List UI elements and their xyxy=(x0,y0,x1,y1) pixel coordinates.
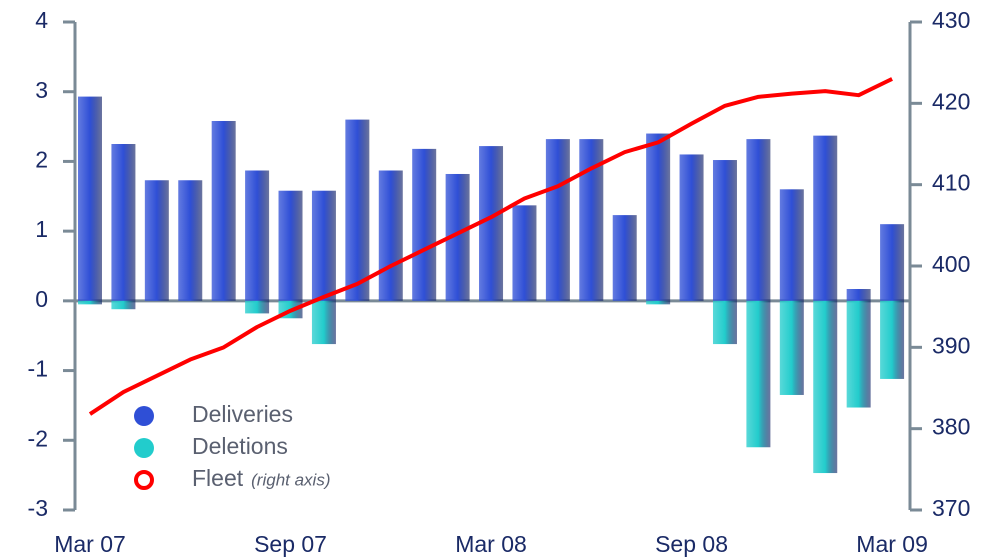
bar xyxy=(746,300,771,448)
y-tick-label: 0 xyxy=(35,286,48,312)
y2-tick-label: 370 xyxy=(932,495,970,521)
bar xyxy=(746,139,771,301)
bar xyxy=(846,300,871,408)
bar xyxy=(846,289,871,301)
bar xyxy=(712,300,737,345)
bar xyxy=(779,300,804,395)
legend-marker xyxy=(134,438,154,458)
bar xyxy=(612,215,637,301)
bar xyxy=(311,300,336,345)
bar xyxy=(111,144,136,301)
bar xyxy=(779,189,804,301)
x-tick-label: Mar 09 xyxy=(856,531,928,557)
y2-tick-label: 380 xyxy=(932,414,970,440)
x-tick-label: Sep 08 xyxy=(655,531,728,557)
legend-marker xyxy=(134,470,154,490)
bar xyxy=(646,133,671,301)
bar xyxy=(512,205,537,301)
y-tick-label: 3 xyxy=(35,77,48,103)
bar xyxy=(479,146,504,301)
bar xyxy=(111,300,136,310)
bar xyxy=(311,190,336,301)
bar xyxy=(178,180,203,301)
bar xyxy=(545,139,570,301)
y-tick-label: -2 xyxy=(28,425,48,451)
bar xyxy=(78,300,102,305)
bar xyxy=(211,120,236,301)
bar xyxy=(278,190,303,301)
legend-label: Fleet xyxy=(192,465,244,491)
bar xyxy=(78,96,102,301)
bar xyxy=(245,300,270,314)
legend-label: Deletions xyxy=(192,433,288,459)
legend-note: (right axis) xyxy=(251,470,330,489)
y-tick-label: 4 xyxy=(35,7,48,33)
x-tick-label: Mar 07 xyxy=(54,531,126,557)
bar xyxy=(245,170,270,301)
bar xyxy=(880,224,905,301)
y2-tick-label: 430 xyxy=(932,7,970,33)
y2-tick-label: 400 xyxy=(932,251,970,277)
bar xyxy=(646,300,671,305)
fleet-line xyxy=(88,77,893,416)
legend-label: Deliveries xyxy=(192,401,293,427)
y-tick-label: 1 xyxy=(35,216,48,242)
legend-marker xyxy=(134,406,154,426)
bar xyxy=(679,154,704,301)
bar xyxy=(412,148,437,301)
y-tick-label: -1 xyxy=(28,356,48,382)
y-tick-label: 2 xyxy=(35,147,48,173)
bar xyxy=(813,135,838,301)
bar xyxy=(712,160,737,301)
bar xyxy=(880,300,905,379)
x-tick-label: Mar 08 xyxy=(455,531,527,557)
bar xyxy=(378,170,403,301)
y2-tick-label: 410 xyxy=(932,170,970,196)
y2-tick-label: 390 xyxy=(932,332,970,358)
bar xyxy=(813,300,838,474)
bar xyxy=(345,119,370,301)
y2-tick-label: 420 xyxy=(932,88,970,114)
bar xyxy=(144,180,169,301)
x-tick-label: Sep 07 xyxy=(254,531,327,557)
y-tick-label: -3 xyxy=(28,495,48,521)
